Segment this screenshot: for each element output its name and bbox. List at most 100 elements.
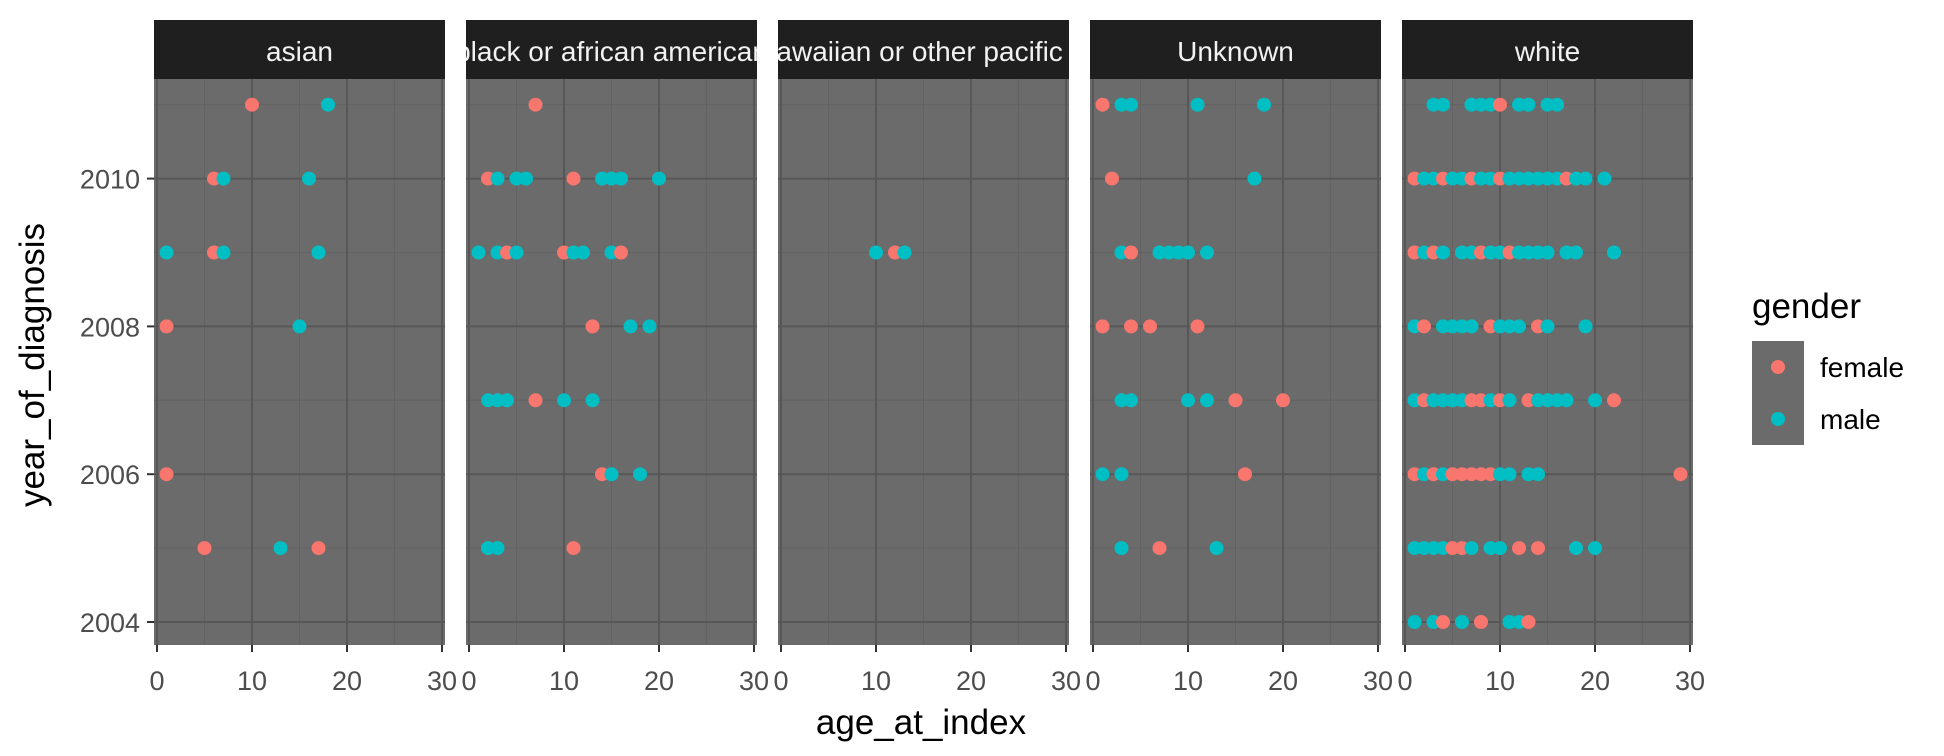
y-tick-label: 2004 [80, 608, 140, 638]
data-point-male [1200, 393, 1214, 408]
data-point-female [585, 319, 600, 334]
legend-title: gender [1752, 287, 1861, 326]
x-tick-label: 0 [1397, 666, 1412, 696]
data-point-male [1597, 171, 1612, 186]
data-point-male [576, 245, 590, 260]
data-point-male [302, 171, 316, 186]
data-point-male [1114, 467, 1129, 482]
facet-panel: native hawaiian or other pacific islande… [678, 20, 1168, 696]
data-point-male [1531, 467, 1545, 482]
facet-panel: white 0 10 20 30 [1397, 20, 1705, 696]
data-point-male [557, 393, 571, 408]
data-point-female [1105, 171, 1119, 186]
x-tick-label: 20 [1268, 666, 1298, 696]
data-point-female [1607, 393, 1621, 408]
data-point-male [292, 319, 307, 334]
data-point-male [897, 245, 912, 260]
data-point-female [1228, 393, 1243, 408]
x-axis-title: age_at_index [816, 703, 1027, 742]
data-point-male [652, 171, 666, 186]
data-point-male [159, 245, 174, 260]
x-tick-label: 30 [1675, 666, 1705, 696]
data-point-male [1436, 245, 1450, 260]
data-point-female [1673, 467, 1688, 482]
data-point-female [1095, 319, 1110, 334]
x-tick-label: 0 [1085, 666, 1100, 696]
data-point-male [604, 467, 619, 482]
x-tick-label: 0 [461, 666, 476, 696]
data-point-male [1569, 541, 1583, 556]
data-point-male [1569, 245, 1583, 260]
data-point-male [1257, 97, 1271, 112]
y-axis-title: year_of_diagnosis [13, 223, 52, 507]
data-point-male [614, 171, 628, 186]
y-tick-label: 2008 [80, 312, 140, 342]
data-point-male [1464, 541, 1479, 556]
data-point-male [1493, 541, 1507, 556]
facet-strip [778, 20, 1069, 79]
legend-key-female [1771, 360, 1785, 374]
x-tick-label: 20 [644, 666, 674, 696]
data-point-male [1181, 245, 1195, 260]
facet-panel: black or african american 0 10 20 30 [455, 20, 769, 696]
data-point-female [1474, 615, 1488, 629]
y-tick-label: 2006 [80, 460, 140, 490]
legend: gender female male [1752, 287, 1904, 445]
data-point-female [1493, 97, 1507, 112]
data-point-male [471, 245, 486, 260]
x-tick-label: 10 [1173, 666, 1203, 696]
data-point-male [633, 467, 647, 482]
data-point-female [311, 541, 326, 556]
data-point-female [197, 541, 212, 556]
data-point-female [1417, 319, 1431, 334]
x-tick-label: 30 [1363, 666, 1393, 696]
legend-key-male [1771, 412, 1785, 426]
facet-strip [466, 20, 757, 79]
facet-strip [1090, 20, 1381, 79]
data-point-male [642, 319, 657, 334]
data-point-male [1502, 467, 1517, 482]
data-point-male [1095, 467, 1110, 482]
data-point-male [623, 319, 638, 334]
data-point-female [1238, 467, 1252, 482]
facet-strip-label: white [1514, 36, 1580, 67]
data-point-female [1124, 319, 1138, 334]
facet-strip-label: native hawaiian or other pacific islande… [678, 36, 1168, 67]
y-axis: 2004 2006 2008 2010 [80, 165, 154, 638]
data-point-male [500, 393, 514, 408]
facet-strip-label: black or african american [455, 36, 768, 67]
data-point-male [1124, 393, 1138, 408]
data-point-male [1247, 171, 1262, 186]
x-tick-label: 0 [149, 666, 164, 696]
x-tick-label: 30 [739, 666, 769, 696]
data-point-male [1114, 541, 1129, 556]
data-point-female [1095, 97, 1110, 112]
data-point-female [159, 467, 174, 482]
data-point-male [869, 245, 883, 260]
data-point-male [1124, 97, 1138, 112]
x-tick-label: 10 [861, 666, 891, 696]
facet-panel: asian 0 10 20 30 [149, 20, 457, 696]
data-point-male [1190, 97, 1205, 112]
data-point-female [566, 541, 581, 556]
facet-strip-label: Unknown [1177, 36, 1294, 67]
data-point-male [273, 541, 288, 556]
facet-panel: Unknown 0 10 20 30 [1085, 20, 1393, 696]
data-point-male [1588, 541, 1602, 556]
facet-panels: asian 0 10 20 30 black or african american 0 10… [149, 20, 1705, 696]
data-point-male [1455, 615, 1469, 629]
data-point-female [1512, 541, 1526, 556]
data-point-male [1607, 245, 1621, 260]
data-point-male [1578, 319, 1593, 334]
data-point-male [490, 171, 505, 186]
legend-keys: female male [1752, 341, 1904, 445]
data-point-male [1540, 319, 1555, 334]
data-point-male [1512, 319, 1526, 334]
x-tick-label: 20 [956, 666, 986, 696]
data-point-male [1209, 541, 1224, 556]
data-point-female [566, 171, 581, 186]
facet-strip-label: asian [266, 36, 333, 67]
data-point-male [1559, 393, 1574, 408]
data-point-male [1521, 97, 1536, 112]
data-point-male [311, 245, 326, 260]
